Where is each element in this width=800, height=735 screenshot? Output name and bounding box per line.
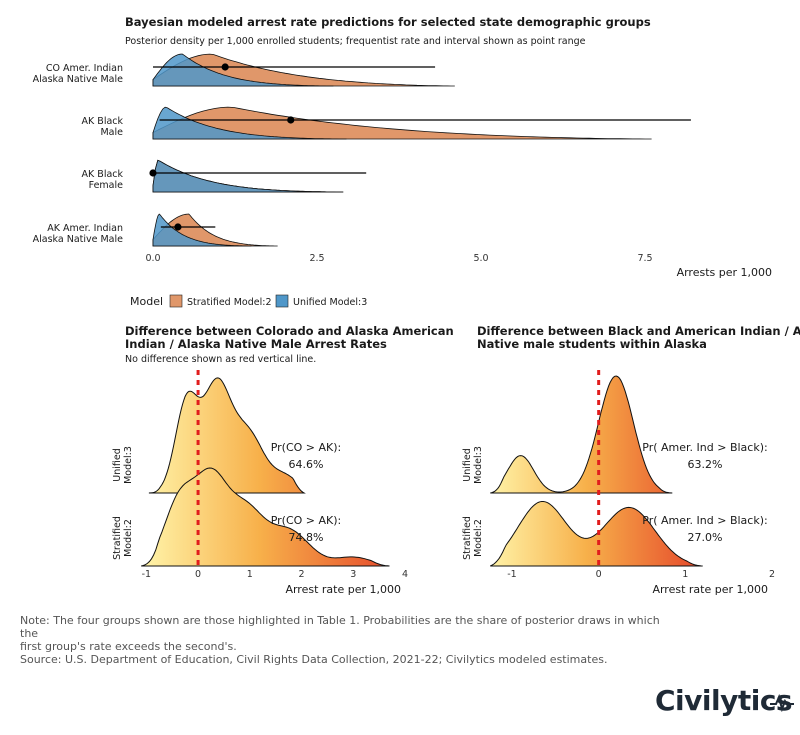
- group-label: AK Black Male: [82, 116, 124, 138]
- row-label-line: Unified: [112, 448, 123, 481]
- legend-swatch-stratified: [169, 294, 183, 308]
- panel2-title-line2: Indian / Alaska Native Male Arrest Rates: [125, 337, 387, 351]
- difference-density: [148, 377, 306, 494]
- row-label-line: Model:3: [123, 446, 134, 484]
- panel2-title-line1: Difference between Colorado and Alaska A…: [125, 324, 454, 338]
- x-tick-label: 0: [195, 569, 201, 580]
- group-label-line: AK Black: [82, 116, 124, 127]
- x-tick-label: 3: [350, 569, 356, 580]
- x-tick-label: 1: [682, 569, 688, 580]
- ridge-unified: [152, 53, 334, 87]
- panel2-subtitle: No difference shown as red vertical line…: [125, 354, 316, 365]
- x-tick-label: 5.0: [473, 253, 488, 264]
- row-label-line: Stratified: [112, 516, 123, 560]
- probability-value: 64.6%: [289, 458, 324, 471]
- group-label: AK Black Female: [82, 169, 124, 191]
- point-estimate: [287, 116, 295, 124]
- note-line-2: first group's rate exceeds the second's.: [20, 640, 237, 653]
- row-label: StratifiedModel:2: [462, 516, 484, 560]
- probability-value: 74.8%: [289, 531, 324, 544]
- difference-panel-colorado-alaska: Difference between Colorado and Alaska A…: [112, 324, 454, 596]
- difference-density: [141, 467, 390, 567]
- x-tick-label: 0: [596, 569, 602, 580]
- group-label-line: Female: [89, 180, 124, 191]
- x-axis-label: Arrest rate per 1,000: [652, 583, 768, 596]
- group-label-line: AK Black: [82, 169, 124, 180]
- probability-annotation: Pr(CO > AK):: [271, 514, 342, 527]
- difference-density: [490, 501, 703, 567]
- probability-value: 63.2%: [688, 458, 723, 471]
- difference-density: [490, 375, 673, 494]
- row-label: UnifiedModel:3: [112, 446, 134, 484]
- x-tick-label: 0.0: [145, 253, 160, 264]
- note-line-1: Note: The four groups shown are those hi…: [20, 614, 660, 640]
- source-line: Source: U.S. Department of Education, Ci…: [20, 653, 608, 666]
- ridge-unified: [152, 213, 252, 247]
- ridge-stratified: [152, 106, 652, 140]
- group-label-line: Male: [100, 127, 123, 138]
- pulse-icon: [770, 693, 794, 712]
- panel1-title: Bayesian modeled arrest rate predictions…: [125, 15, 651, 29]
- ridge-unified: [152, 106, 347, 140]
- probability-annotation: Pr( Amer. Ind > Black):: [642, 514, 767, 527]
- group-label-line: CO Amer. Indian: [46, 63, 123, 74]
- panel2-densities: UnifiedModel:3 Pr(CO > AK): 64.6% Stratifie…: [112, 370, 408, 596]
- legend-label-unified: Unified Model:3: [293, 297, 367, 308]
- row-label-line: Unified: [462, 448, 473, 481]
- difference-panel-black-amerind: Difference between Black and American In…: [462, 324, 800, 596]
- legend-title: Model: [130, 295, 163, 308]
- point-estimate: [174, 223, 182, 231]
- probability-annotation: Pr( Amer. Ind > Black):: [642, 441, 767, 454]
- x-tick-label: 2: [299, 569, 305, 580]
- x-tick-label: 2.5: [309, 253, 324, 264]
- x-tick-label: -1: [507, 569, 516, 580]
- x-tick-label: 4: [402, 569, 408, 580]
- legend-swatch-unified: [275, 294, 289, 308]
- point-estimate: [149, 169, 157, 177]
- group-label-line: AK Amer. Indian: [47, 223, 123, 234]
- probability-value: 27.0%: [688, 531, 723, 544]
- ridge-unified: [152, 159, 344, 193]
- panel3-densities: UnifiedModel:3 Pr( Amer. Ind > Black): 63.…: [462, 370, 775, 596]
- x-axis-label: Arrest rate per 1,000: [285, 583, 401, 596]
- x-tick-label: 7.5: [637, 253, 652, 264]
- panel3-title-line2: Native male students within Alaska: [477, 337, 707, 351]
- panel1-x-axis-label: Arrests per 1,000: [677, 266, 772, 279]
- x-tick-label: 1: [247, 569, 253, 580]
- row-label: UnifiedModel:3: [462, 446, 484, 484]
- x-tick-label: -1: [142, 569, 151, 580]
- footnote: Note: The four groups shown are those hi…: [20, 614, 680, 666]
- group-label-line: Alaska Native Male: [33, 234, 124, 245]
- panel3-title-line1: Difference between Black and American In…: [477, 324, 800, 338]
- row-label-line: Model:2: [123, 519, 134, 557]
- panel1-x-ticks: 0.0 2.5 5.0 7.5: [145, 253, 652, 264]
- legend: Model Stratified Model:2 Unified Model:3: [130, 294, 367, 308]
- row-label: StratifiedModel:2: [112, 516, 134, 560]
- x-tick-label: 2: [769, 569, 775, 580]
- panel1-subtitle: Posterior density per 1,000 enrolled stu…: [125, 36, 586, 47]
- row-label-line: Model:2: [473, 519, 484, 557]
- row-label-line: Model:3: [473, 446, 484, 484]
- group-label-line: Alaska Native Male: [33, 74, 124, 85]
- ridgeline-panel: Bayesian modeled arrest rate predictions…: [33, 15, 772, 279]
- point-estimate: [221, 63, 229, 71]
- row-label-line: Stratified: [462, 516, 473, 560]
- group-label: AK Amer. Indian Alaska Native Male: [33, 223, 124, 245]
- civilytics-logo: Civilytics: [655, 684, 793, 717]
- probability-annotation: Pr(CO > AK):: [271, 441, 342, 454]
- legend-label-stratified: Stratified Model:2: [187, 297, 272, 308]
- group-label: CO Amer. Indian Alaska Native Male: [33, 63, 124, 85]
